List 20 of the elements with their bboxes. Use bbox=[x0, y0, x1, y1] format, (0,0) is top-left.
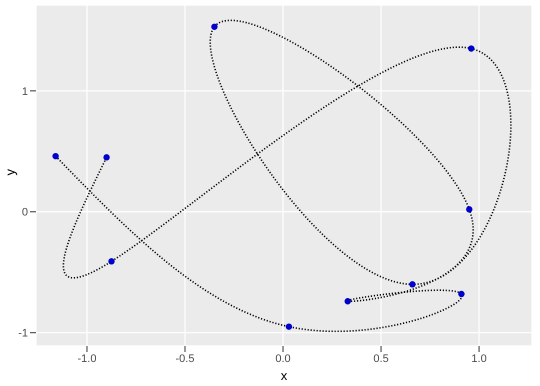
x-axis-title: x bbox=[280, 368, 288, 383]
x-tick-label: -1.0 bbox=[77, 352, 96, 365]
x-tick-label: -0.5 bbox=[176, 352, 194, 365]
point bbox=[52, 152, 59, 160]
y-axis-title: y bbox=[2, 168, 18, 176]
y-tick-label: 0 bbox=[22, 206, 28, 219]
point bbox=[286, 323, 292, 330]
point bbox=[466, 206, 472, 213]
point bbox=[468, 45, 474, 52]
point bbox=[211, 24, 218, 30]
y-tick-label: 1 bbox=[22, 86, 28, 98]
point bbox=[103, 154, 110, 161]
x-tick-label: 0.0 bbox=[275, 352, 291, 365]
x-tick-label: 0.5 bbox=[373, 352, 389, 365]
point bbox=[344, 298, 351, 304]
x-tick-label: 1.0 bbox=[471, 352, 487, 365]
point bbox=[458, 290, 465, 298]
point bbox=[108, 258, 115, 265]
point bbox=[409, 281, 416, 288]
y-tick-label: -1 bbox=[18, 328, 28, 340]
